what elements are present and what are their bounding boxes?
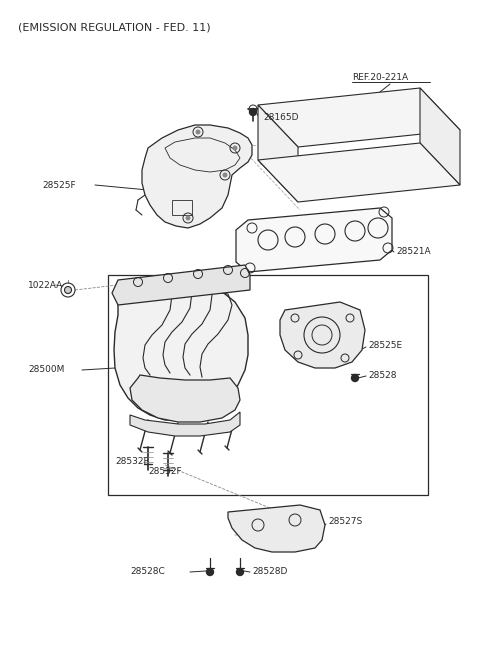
Text: 28525E: 28525E	[368, 341, 402, 350]
Polygon shape	[228, 505, 325, 552]
Circle shape	[185, 215, 191, 221]
Text: 1022AA: 1022AA	[28, 280, 63, 290]
Polygon shape	[258, 143, 460, 202]
Text: REF.20-221A: REF.20-221A	[352, 73, 408, 83]
Polygon shape	[112, 265, 250, 305]
Text: 28527S: 28527S	[328, 517, 362, 527]
Circle shape	[237, 569, 243, 576]
Polygon shape	[142, 125, 252, 228]
Text: 28528D: 28528D	[252, 567, 288, 576]
Polygon shape	[114, 278, 248, 420]
Polygon shape	[258, 105, 298, 202]
Polygon shape	[130, 375, 240, 422]
Polygon shape	[280, 302, 365, 368]
Circle shape	[232, 145, 238, 151]
Bar	[108, 275, 428, 495]
Circle shape	[351, 375, 359, 381]
Text: 28532F: 28532F	[115, 457, 149, 466]
Text: 28525F: 28525F	[42, 181, 76, 189]
Circle shape	[223, 172, 228, 178]
Text: 28521A: 28521A	[396, 248, 431, 257]
Circle shape	[195, 130, 201, 134]
Circle shape	[64, 286, 72, 293]
Polygon shape	[420, 88, 460, 185]
Text: 28500M: 28500M	[28, 365, 64, 375]
Polygon shape	[130, 412, 240, 436]
Text: 28532F: 28532F	[148, 468, 181, 476]
Circle shape	[206, 569, 214, 576]
Polygon shape	[236, 208, 392, 272]
Text: 28528C: 28528C	[130, 567, 165, 576]
Polygon shape	[258, 88, 460, 147]
Circle shape	[250, 109, 256, 115]
Text: 28165D: 28165D	[263, 113, 299, 122]
Text: (EMISSION REGULATION - FED. 11): (EMISSION REGULATION - FED. 11)	[18, 23, 211, 33]
Text: 28528: 28528	[368, 371, 396, 379]
